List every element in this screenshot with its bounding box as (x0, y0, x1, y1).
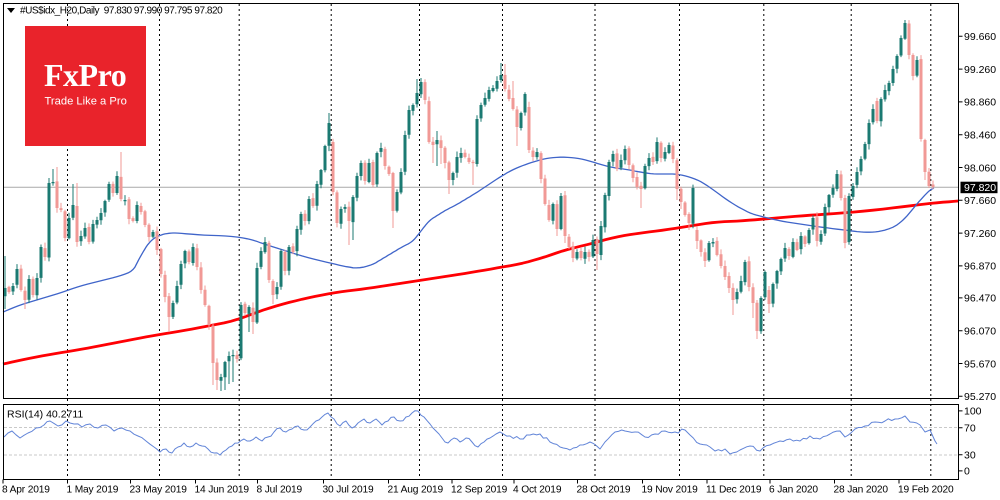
svg-text:19 Feb 2020: 19 Feb 2020 (898, 485, 954, 496)
svg-text:14 Jun 2019: 14 Jun 2019 (195, 485, 250, 496)
svg-text:95.270: 95.270 (964, 391, 996, 403)
svg-text:1 May 2019: 1 May 2019 (67, 485, 119, 496)
svg-text:0: 0 (964, 466, 970, 478)
svg-text:97.260: 97.260 (964, 228, 996, 240)
svg-text:30: 30 (964, 450, 976, 462)
svg-text:4 Oct 2019: 4 Oct 2019 (513, 485, 562, 496)
svg-text:99.260: 99.260 (964, 64, 996, 76)
svg-text:12 Sep 2019: 12 Sep 2019 (451, 485, 508, 496)
svg-text:95.670: 95.670 (964, 358, 996, 370)
svg-text:8 Apr 2019: 8 Apr 2019 (2, 485, 50, 496)
svg-text:#US$idx_H20,Daily 97.830 97.9: #US$idx_H20,Daily 97.830 97.990 97.795 9… (20, 6, 223, 17)
svg-text:8 Jul 2019: 8 Jul 2019 (257, 485, 303, 496)
svg-text:97.660: 97.660 (964, 195, 996, 207)
svg-text:98.060: 98.060 (964, 162, 996, 174)
svg-text:96.870: 96.870 (964, 261, 996, 273)
svg-text:11 Dec 2019: 11 Dec 2019 (706, 485, 762, 496)
svg-text:6 Jan 2020: 6 Jan 2020 (769, 485, 818, 496)
svg-text:70: 70 (964, 423, 976, 435)
svg-text:99.660: 99.660 (964, 31, 996, 43)
svg-text:98.460: 98.460 (964, 130, 996, 142)
svg-text:28 Oct 2019: 28 Oct 2019 (577, 485, 631, 496)
svg-text:28 Jan 2020: 28 Jan 2020 (834, 485, 889, 496)
svg-text:96.470: 96.470 (964, 293, 996, 305)
svg-text:RSI(14) 40.2711: RSI(14) 40.2711 (7, 409, 83, 421)
svg-text:98.860: 98.860 (964, 97, 996, 109)
svg-text:Trade Like a Pro: Trade Like a Pro (45, 96, 127, 108)
svg-text:23 May 2019: 23 May 2019 (130, 485, 188, 496)
svg-text:19 Nov 2019: 19 Nov 2019 (642, 485, 699, 496)
svg-text:96.070: 96.070 (964, 326, 996, 338)
svg-text:30 Jul 2019: 30 Jul 2019 (323, 485, 375, 496)
svg-text:97.820: 97.820 (964, 182, 996, 194)
svg-text:100: 100 (964, 406, 982, 418)
svg-text:21 Aug 2019: 21 Aug 2019 (388, 485, 444, 496)
svg-text:FxPro: FxPro (44, 57, 126, 93)
